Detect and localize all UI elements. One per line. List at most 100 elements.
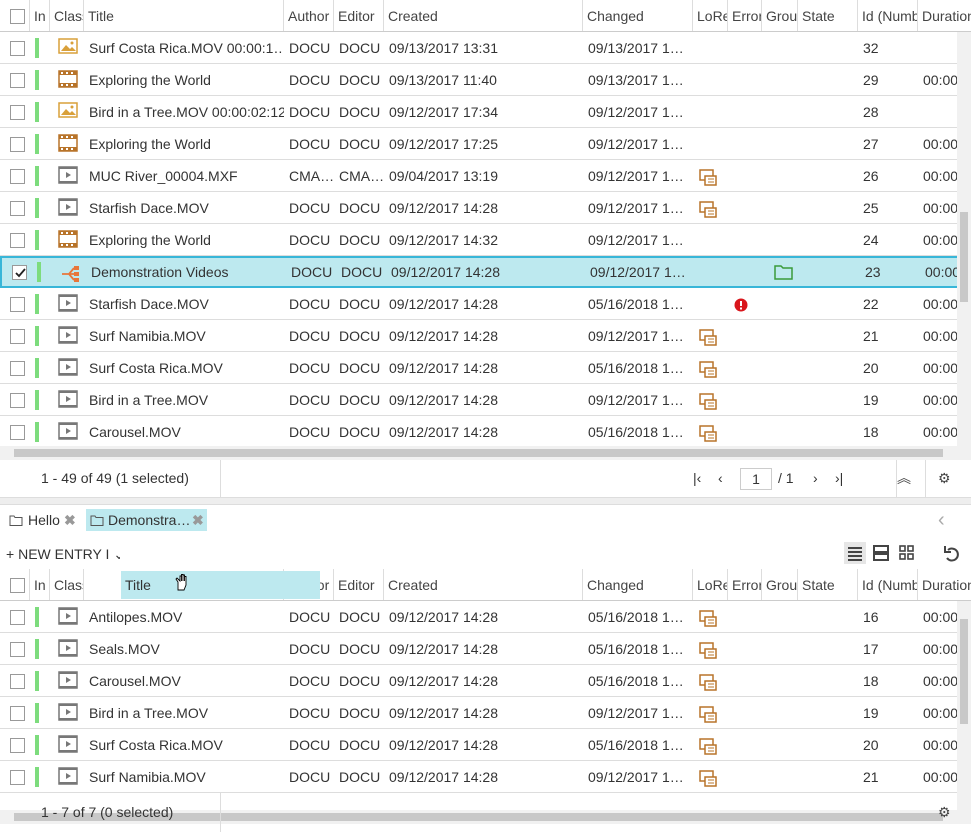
grid-row row[interactable]: Surf Costa Rica.MOV DOCU DOCU 09/12/2017 14… [0,352,957,384]
pager-last btn[interactable]: ›| [835,470,844,486]
grid-row row[interactable]: Demonstration Videos DOCU DOCU 09/12/2017 1… [0,256,957,288]
cell-created: 09/12/2017 14:28 [389,609,498,625]
grid-row row[interactable]: Carousel.MOV DOCU DOCU 09/12/2017 14:28 05/1… [0,665,957,697]
header-cell hc[interactable]: Class [50,569,84,600]
header-cell hc[interactable]: Error [728,569,762,600]
header-cell hc[interactable]: Changed [583,0,693,31]
header-cell hc[interactable]: State [798,569,858,600]
checkbox[interactable] [10,201,25,216]
checkbox[interactable] [10,642,25,657]
pager-next btn[interactable]: › [813,470,818,486]
header-cell hc[interactable]: Class [50,0,84,31]
checkbox[interactable] [10,73,25,88]
pager-first btn[interactable]: |‹ [693,470,702,486]
cell-editor: DOCU [339,705,381,721]
grid-row row[interactable]: Bird in a Tree.MOV 00:00:02:12 DOCU DOCU 09… [0,96,957,128]
header-cell hc[interactable]: Duration [918,569,971,600]
collapse-up btn[interactable]: ︽ [896,460,926,497]
header-cell hc[interactable]: Duration [918,0,971,31]
header-cell hc[interactable]: LoRe [693,569,728,600]
checkbox[interactable] [10,233,25,248]
status-indicator [35,390,39,410]
header-cell hc[interactable]: Author [284,0,334,31]
page-input[interactable]: 1 [740,468,772,490]
header-cell hc[interactable]: Grou [762,569,798,600]
header-cell hc[interactable]: Created [384,0,583,31]
grid-row row[interactable]: Exploring the World DOCU DOCU 09/12/2017 14… [0,224,957,256]
settings-button btn[interactable]: ⚙ [938,804,951,820]
grid-footer bar: 1 - 49 of 49 (1 selected) ⚙ |‹ ‹ 1 / 1 › ›| ︽ [0,460,971,497]
cell-id: 19 [863,392,879,408]
cell-title: Exploring the World [89,232,211,248]
checkbox[interactable] [10,361,25,376]
status-indicator [35,326,39,346]
header-cell hc[interactable]: Id (Numb [858,569,918,600]
grid-row row[interactable]: Starfish Dace.MOV DOCU DOCU 09/12/2017 14:2… [0,288,957,320]
header-cell hc[interactable]: Created [384,569,583,600]
grid-row row[interactable]: Exploring the World DOCU DOCU 09/12/2017 17… [0,128,957,160]
checkbox[interactable] [10,329,25,344]
new-entry-button[interactable]: + NEW ENTRY I ⌄ [6,546,120,562]
status-indicator [35,703,39,723]
header-cell hc[interactable]: Editor [334,569,384,600]
grid-row row[interactable]: Surf Namibia.MOV DOCU DOCU 09/12/2017 14:28… [0,761,957,793]
header-cell hc[interactable]: Id (Numb [858,0,918,31]
status-indicator [35,422,39,442]
grid-row row[interactable]: MUC River_00004.MXF CMA… CMA… 09/04/2017 13… [0,160,957,192]
grid-row row[interactable]: Bird in a Tree.MOV DOCU DOCU 09/12/2017 14:… [0,384,957,416]
splitter[interactable] [0,497,971,505]
cell-changed: 05/16/2018 1… [588,673,684,689]
checkbox[interactable] [10,105,25,120]
checkbox[interactable] [10,770,25,785]
checkbox[interactable] [10,297,25,312]
header-cell hc[interactable]: Editor [334,0,384,31]
grid-row row[interactable]: Surf Costa Rica.MOV DOCU DOCU 09/12/2017 14… [0,729,957,761]
cell-duration: 00:00 [923,328,957,344]
drag-ghost[interactable]: Title [121,571,320,599]
header-cell hc[interactable]: Title [84,0,284,31]
tab-close[interactable]: ✖ [192,512,204,526]
checkbox[interactable] [10,674,25,689]
checkbox[interactable] [10,169,25,184]
header-cell hc[interactable]: Changed [583,569,693,600]
grid-row row[interactable]: Antilopes.MOV DOCU DOCU 09/12/2017 14:28 05/… [0,601,957,633]
tab-close[interactable]: ✖ [64,512,76,526]
settings-button btn[interactable]: ⚙ [938,470,951,486]
checkbox[interactable] [10,393,25,408]
grid-row row[interactable]: Seals.MOV DOCU DOCU 09/12/2017 14:28 05/16/2… [0,633,957,665]
tab-label: Hello [28,512,60,528]
v-scrollbar [957,601,971,824]
checkbox[interactable] [10,738,25,753]
grid-row row[interactable]: Bird in a Tree.MOV DOCU DOCU 09/12/2017 14:… [0,697,957,729]
grid-row row[interactable]: Surf Costa Rica.MOV 00:00:1… DOCU DOCU 09/1… [0,32,957,64]
header-cell hc[interactable]: State [798,0,858,31]
cell-editor: DOCU [339,296,381,312]
checkbox[interactable] [10,9,25,24]
grid-row row[interactable]: Carousel.MOV DOCU DOCU 09/12/2017 14:28 05/1… [0,416,957,448]
header-cell hc[interactable]: Grou [762,0,798,31]
view-buttons[interactable] [844,542,968,564]
checkbox[interactable] [10,578,25,593]
tab-active[interactable]: Demonstra… [86,509,207,531]
cell-title: Exploring the World [89,136,211,152]
grid-row row[interactable]: Exploring the World DOCU DOCU 09/13/2017 11… [0,64,957,96]
lore-icon [699,706,717,723]
header-cell hc[interactable]: In [30,569,50,600]
checkbox[interactable] [10,706,25,721]
pager-prev btn[interactable]: ‹ [718,470,723,486]
tab[interactable]: Hello [4,509,82,531]
checkbox[interactable] [10,41,25,56]
checkbox[interactable] [10,425,25,440]
cell-author: DOCU [289,72,331,88]
checkbox[interactable] [10,137,25,152]
header-cell hc[interactable]: Error [728,0,762,31]
checkbox[interactable] [12,265,27,280]
header-cell hc[interactable]: LoRe [693,0,728,31]
cell-editor: DOCU [339,737,381,753]
collapse-button[interactable]: ‹ [938,509,945,531]
cell-duration: 00:00 [923,641,957,657]
grid-row row[interactable]: Starfish Dace.MOV DOCU DOCU 09/12/2017 14:2… [0,192,957,224]
checkbox[interactable] [10,610,25,625]
grid-row row[interactable]: Surf Namibia.MOV DOCU DOCU 09/12/2017 14:28… [0,320,957,352]
header-cell hc[interactable]: In [30,0,50,31]
